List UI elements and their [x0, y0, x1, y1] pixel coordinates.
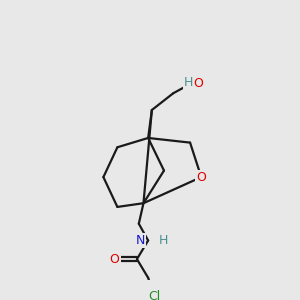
Text: O: O	[194, 77, 203, 90]
Text: Cl: Cl	[148, 290, 161, 300]
Text: O: O	[196, 171, 206, 184]
Text: H: H	[158, 234, 168, 247]
Text: H: H	[184, 76, 193, 88]
Text: N: N	[136, 234, 145, 247]
Text: O: O	[110, 253, 119, 266]
